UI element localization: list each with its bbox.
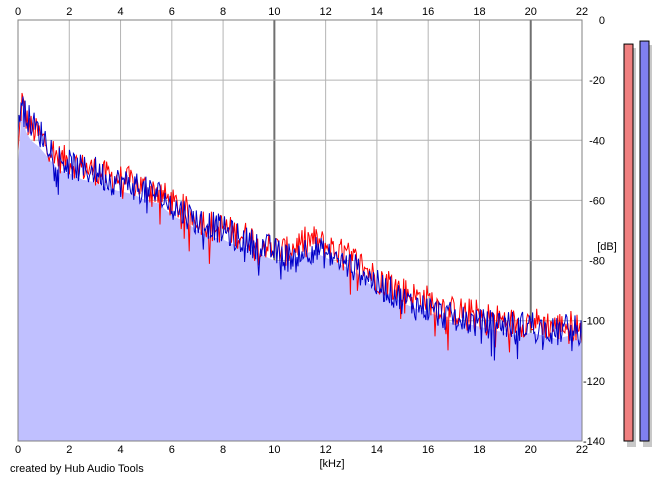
x-tick-label-top: 16 [422, 6, 434, 18]
level-meters [623, 40, 652, 448]
y-tick-label: 0 [599, 15, 605, 27]
x-tick-label-bottom: 12 [320, 444, 332, 456]
x-tick-label-bottom: 14 [371, 444, 383, 456]
x-tick-label-top: 14 [371, 6, 383, 18]
x-tick-label-top: 0 [15, 6, 21, 18]
y-tick-label: -80 [589, 256, 605, 268]
y-tick-label: -60 [589, 195, 605, 207]
x-tick-label-bottom: 8 [220, 444, 226, 456]
series-line-2 [17, 96, 583, 361]
x-tick-label-top: 2 [66, 6, 72, 18]
y-axis-label: [dB] [597, 241, 617, 253]
y-tick-label: -140 [583, 436, 605, 448]
x-tick-label-bottom: 4 [117, 444, 123, 456]
x-tick-label-bottom: 20 [525, 444, 537, 456]
x-tick-label-top: 8 [220, 6, 226, 18]
x-tick-label-bottom: 0 [15, 444, 21, 456]
x-tick-label-top: 12 [320, 6, 332, 18]
level-meter-2 [639, 40, 650, 442]
x-tick-label-top: 10 [268, 6, 280, 18]
y-tick-label: -120 [583, 376, 605, 388]
series-line-1 [17, 92, 583, 353]
series-layer [17, 92, 583, 361]
x-axis-label: [kHz] [319, 458, 344, 470]
spectrum-fill-area [18, 111, 582, 441]
x-tick-label-bottom: 6 [169, 444, 175, 456]
plot-border [17, 19, 583, 442]
x-tick-label-bottom: 16 [422, 444, 434, 456]
axes-layer: 002244668810101212141416161818202022220-… [15, 6, 617, 470]
x-tick-label-top: 4 [117, 6, 123, 18]
x-tick-label-bottom: 10 [268, 444, 280, 456]
y-tick-label: -100 [583, 316, 605, 328]
x-tick-label-bottom: 2 [66, 444, 72, 456]
x-tick-label-top: 22 [576, 6, 588, 18]
y-tick-label: -20 [589, 75, 605, 87]
x-tick-label-top: 18 [473, 6, 485, 18]
level-meter-1 [623, 43, 634, 442]
credit-text: created by Hub Audio Tools [10, 463, 144, 475]
x-tick-label-top: 20 [525, 6, 537, 18]
x-tick-label-top: 6 [169, 6, 175, 18]
x-tick-label-bottom: 18 [473, 444, 485, 456]
y-tick-label: -40 [589, 135, 605, 147]
x-tick-label-bottom: 22 [576, 444, 588, 456]
